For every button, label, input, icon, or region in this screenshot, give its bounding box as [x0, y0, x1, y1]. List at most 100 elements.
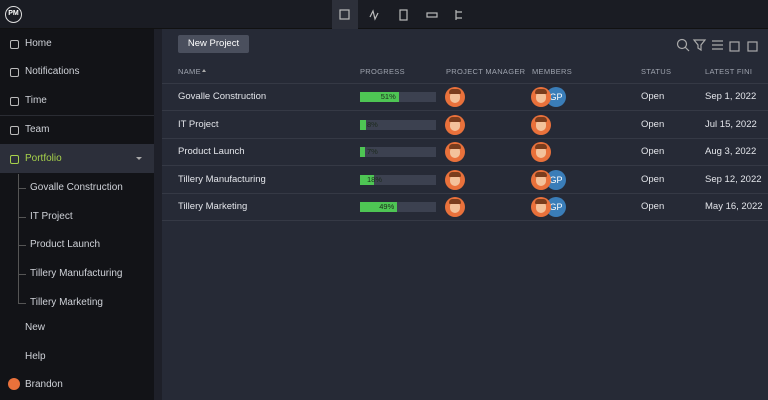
- separator: [0, 115, 154, 116]
- member-avatar: [531, 197, 551, 218]
- project-name[interactable]: IT Project: [178, 118, 219, 130]
- progress-label: 7%: [367, 147, 378, 157]
- sidebar-icon: [10, 97, 19, 106]
- status: Open: [641, 173, 665, 185]
- sidebar-item[interactable]: Home: [25, 38, 52, 49]
- member-initials: GP: [546, 197, 566, 218]
- search-icon[interactable]: [676, 38, 688, 50]
- column-header[interactable]: MEMBERS: [532, 67, 573, 76]
- tree-branch: [18, 302, 26, 304]
- icon[interactable]: [426, 12, 438, 18]
- export-icon[interactable]: [729, 41, 740, 52]
- toolbar-icons: [676, 38, 758, 52]
- tree-branch: [18, 274, 26, 276]
- project-link[interactable]: IT Project: [30, 210, 73, 222]
- status: Open: [641, 146, 665, 158]
- progress-fill: [360, 119, 367, 130]
- member-avatar: [531, 142, 551, 163]
- icon[interactable]: [399, 9, 408, 21]
- manager-avatar: [445, 114, 465, 135]
- row-line: [162, 110, 768, 111]
- sidebar-item[interactable]: Time: [25, 95, 47, 106]
- user-avatar: [8, 378, 20, 390]
- sidebar-icon: [10, 40, 19, 49]
- finish-date: May 16, 2022: [705, 201, 763, 213]
- sidebar-icon: [10, 155, 19, 164]
- column-header[interactable]: NAME: [178, 67, 201, 76]
- manager-avatar: [445, 169, 465, 190]
- finish-date: Jul 15, 2022: [705, 118, 757, 130]
- tab-active[interactable]: [332, 0, 358, 29]
- column-header[interactable]: STATUS: [641, 67, 672, 76]
- column-header[interactable]: PROGRESS: [360, 67, 405, 76]
- tree-branch: [18, 188, 26, 189]
- row-line: [162, 192, 768, 194]
- project-name[interactable]: Tillery Manufacturing: [178, 173, 266, 185]
- share-icon[interactable]: [747, 41, 758, 52]
- sidebar-item[interactable]: Notifications: [25, 66, 80, 77]
- status: Open: [641, 118, 665, 130]
- finish-date: Sep 12, 2022: [705, 173, 762, 185]
- progress-track: [360, 147, 436, 158]
- logo[interactable]: PM: [5, 6, 22, 23]
- tree-line: [18, 174, 19, 304]
- top-bar: PM: [0, 0, 768, 29]
- member-avatar: [531, 169, 551, 190]
- project-link[interactable]: Product Launch: [30, 239, 101, 251]
- progress-fill: [360, 147, 366, 158]
- member-initials: GP: [546, 169, 566, 190]
- sidebar-item[interactable]: Team: [25, 124, 50, 135]
- progress-label: 51%: [380, 92, 396, 101]
- new-project-button[interactable]: New Project: [178, 35, 249, 53]
- icon[interactable]: [455, 10, 462, 20]
- sidebar-item[interactable]: Portfolio: [25, 153, 62, 164]
- project-link[interactable]: Govalle Construction: [30, 182, 123, 193]
- header-line: [162, 83, 768, 84]
- progress-track: [360, 174, 436, 185]
- icon[interactable]: [339, 9, 350, 20]
- sidebar-item[interactable]: New: [25, 322, 46, 333]
- row-line: [162, 137, 768, 139]
- project-name[interactable]: Govalle Construction: [178, 91, 267, 102]
- sidebar-icon: [10, 68, 19, 77]
- tree-branch: [18, 216, 26, 218]
- active-item-bg: [0, 144, 154, 173]
- manager-avatar: [445, 142, 465, 163]
- progress-fill: [360, 92, 399, 102]
- progress-label: 8%: [367, 119, 378, 129]
- member-avatar: [531, 87, 551, 107]
- manager-avatar: [445, 197, 465, 218]
- progress-label: 49%: [379, 202, 395, 212]
- filter-icon[interactable]: [692, 39, 707, 52]
- finish-date: Sep 1, 2022: [705, 91, 757, 102]
- column-header[interactable]: LATEST FINI: [705, 67, 753, 76]
- sidebar-item[interactable]: Help: [25, 351, 46, 362]
- member-avatar: [531, 114, 551, 135]
- tree-branch: [18, 245, 26, 247]
- progress-fill: [360, 174, 374, 185]
- member-initials: GP: [546, 87, 566, 107]
- project-link[interactable]: Tillery Marketing: [30, 296, 103, 308]
- progress-label: 18%: [367, 174, 383, 184]
- manager-avatar: [445, 87, 465, 107]
- project-link[interactable]: Tillery Manufacturing: [30, 268, 123, 280]
- icon[interactable]: [369, 9, 379, 21]
- progress-track: [360, 119, 436, 130]
- project-name[interactable]: Tillery Marketing: [178, 201, 248, 213]
- caret[interactable]: [136, 157, 142, 160]
- finish-date: Aug 3, 2022: [705, 146, 757, 158]
- column-header[interactable]: PROJECT MANAGER: [446, 67, 526, 76]
- sidebar-icon: [10, 126, 19, 135]
- sidebar-item[interactable]: Brandon: [25, 379, 63, 390]
- row-line: [162, 165, 768, 167]
- view-icons: [339, 9, 462, 21]
- gutter: [154, 29, 162, 400]
- status: Open: [641, 201, 665, 213]
- sidebar: Home Notifications Time Team Portfolio Govall…: [0, 29, 154, 400]
- project-name[interactable]: Product Launch: [178, 146, 245, 158]
- sort-arrow: [202, 69, 206, 72]
- progress-fill: [360, 202, 398, 213]
- settings-icon[interactable]: [712, 40, 723, 50]
- status: Open: [641, 91, 665, 102]
